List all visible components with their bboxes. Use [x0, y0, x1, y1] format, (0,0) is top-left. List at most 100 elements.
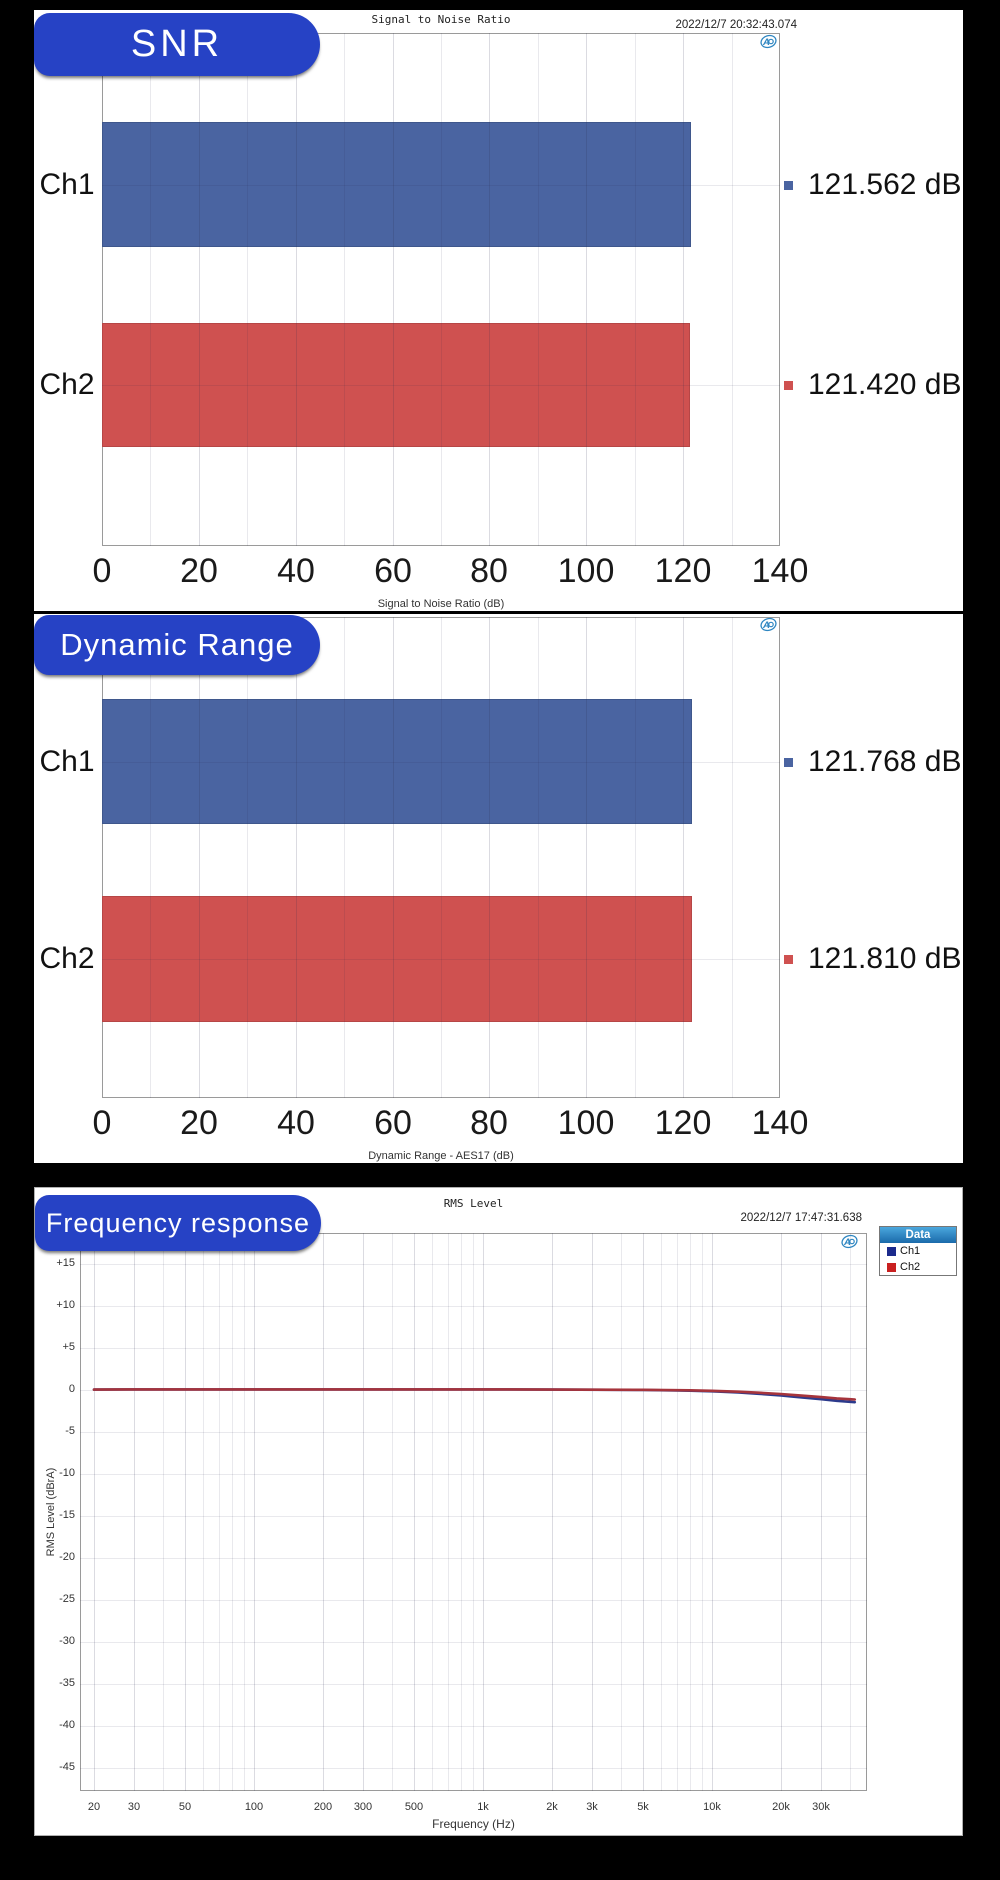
x-gridline	[296, 33, 297, 546]
snr-xaxis-label: Signal to Noise Ratio (dB)	[377, 598, 505, 610]
freq-tick-label: 3k	[586, 1801, 598, 1813]
x-gridline	[538, 617, 539, 1098]
freq-gridline	[677, 1233, 678, 1791]
legend-ch1-label: Ch1	[900, 1245, 921, 1257]
snr-panel: SNR Signal to Noise Ratio 2022/12/7 20:3…	[34, 10, 963, 611]
y-tick-label: 0	[68, 1383, 75, 1395]
ap-logo-icon: A	[760, 617, 777, 637]
y-gridline	[80, 1474, 867, 1475]
freq-tick-label: 500	[404, 1801, 424, 1813]
x-tick-label: 20	[180, 1104, 218, 1142]
value-label-ch1: 121.562 dB	[808, 167, 962, 201]
freq-gridline	[592, 1233, 593, 1791]
bar-ch1	[102, 699, 692, 824]
y-gridline	[80, 1558, 867, 1559]
frequency-response-panel: Frequency response RMS Level 2022/12/7 1…	[34, 1187, 963, 1836]
y-tick-label: -10	[59, 1467, 75, 1479]
bar-ch1	[102, 122, 691, 247]
trace-ch2	[92, 1388, 857, 1401]
x-gridline	[247, 617, 248, 1098]
frequency-response-banner: Frequency response	[35, 1195, 321, 1251]
freq-tick-label: 50	[178, 1801, 192, 1813]
freq-gridline	[461, 1233, 462, 1791]
ch2-swatch-icon	[887, 1262, 896, 1272]
freq-gridline	[821, 1233, 822, 1791]
x-gridline	[635, 33, 636, 546]
x-gridline	[635, 617, 636, 1098]
x-gridline	[441, 617, 442, 1098]
y-tick-label: -40	[59, 1719, 75, 1731]
legend-item-ch2: Ch2	[880, 1259, 956, 1275]
category-label-ch1: Ch1	[39, 744, 95, 778]
dynamic-range-panel: Dynamic Range A Dynamic Range - AES17 (d…	[34, 614, 963, 1163]
ch1-swatch-icon	[887, 1246, 896, 1256]
frequency-response-timestamp: 2022/12/7 17:47:31.638	[740, 1212, 862, 1224]
x-tick-label: 0	[92, 1104, 112, 1142]
x-tick-label: 20	[180, 552, 218, 590]
snr-banner-label: SNR	[130, 23, 224, 65]
y-gridline	[80, 1348, 867, 1349]
x-tick-label: 40	[277, 1104, 315, 1142]
x-gridline	[538, 33, 539, 546]
freq-tick-label: 30k	[812, 1801, 830, 1813]
freq-gridline	[448, 1233, 449, 1791]
freq-gridline	[203, 1233, 204, 1791]
freq-gridline	[163, 1233, 164, 1791]
value-marker-ch2	[784, 381, 793, 390]
freq-gridline	[363, 1233, 364, 1791]
x-gridline	[732, 33, 733, 546]
y-gridline	[80, 1642, 867, 1643]
freq-gridline	[661, 1233, 662, 1791]
freq-gridline	[552, 1233, 553, 1791]
y-tick-label: +15	[56, 1257, 75, 1269]
x-gridline	[344, 33, 345, 546]
y-gridline	[80, 1306, 867, 1307]
x-gridline	[683, 33, 684, 546]
category-label-ch1: Ch1	[39, 167, 95, 201]
x-gridline	[683, 617, 684, 1098]
x-tick-label: 140	[751, 552, 809, 590]
ap-logo-icon: A	[760, 34, 777, 54]
x-tick-label: 0	[92, 552, 112, 590]
freq-tick-label: 5k	[637, 1801, 649, 1813]
freq-gridline	[702, 1233, 703, 1791]
x-gridline	[199, 33, 200, 546]
x-tick-label: 100	[557, 552, 615, 590]
y-tick-label: -15	[59, 1509, 75, 1521]
x-gridline	[150, 33, 151, 546]
freq-tick-label: 20k	[772, 1801, 790, 1813]
frequency-response-banner-label: Frequency response	[45, 1207, 311, 1238]
x-tick-label: 60	[374, 1104, 412, 1142]
x-gridline	[732, 617, 733, 1098]
y-gridline	[80, 1726, 867, 1727]
freq-tick-label: 300	[353, 1801, 373, 1813]
freq-gridline	[712, 1233, 713, 1791]
legend: Data Ch1 Ch2	[879, 1226, 957, 1276]
category-label-ch2: Ch2	[39, 942, 95, 975]
freq-gridline	[473, 1233, 474, 1791]
value-marker-ch1	[784, 757, 793, 767]
x-gridline	[296, 617, 297, 1098]
freq-gridline	[781, 1233, 782, 1791]
y-gridline	[80, 1516, 867, 1517]
bar-ch2	[102, 323, 690, 447]
category-gridline	[102, 385, 780, 386]
y-gridline	[80, 1684, 867, 1685]
freq-gridline	[643, 1233, 644, 1791]
x-gridline	[199, 617, 200, 1098]
value-label-ch1: 121.768 dB	[808, 744, 962, 778]
freq-tick-label: 20	[87, 1801, 101, 1813]
y-gridline	[80, 1600, 867, 1601]
freq-gridline	[232, 1233, 233, 1791]
freq-gridline	[432, 1233, 433, 1791]
freq-tick-label: 2k	[546, 1801, 558, 1813]
y-tick-label: -30	[59, 1635, 75, 1647]
freq-gridline	[254, 1233, 255, 1791]
freq-gridline	[219, 1233, 220, 1791]
y-tick-label: -20	[59, 1551, 75, 1563]
x-gridline	[247, 33, 248, 546]
freq-tick-label: 1k	[477, 1801, 489, 1813]
x-tick-label: 40	[277, 552, 315, 590]
freq-gridline	[690, 1233, 691, 1791]
category-label-ch2: Ch2	[39, 368, 95, 401]
